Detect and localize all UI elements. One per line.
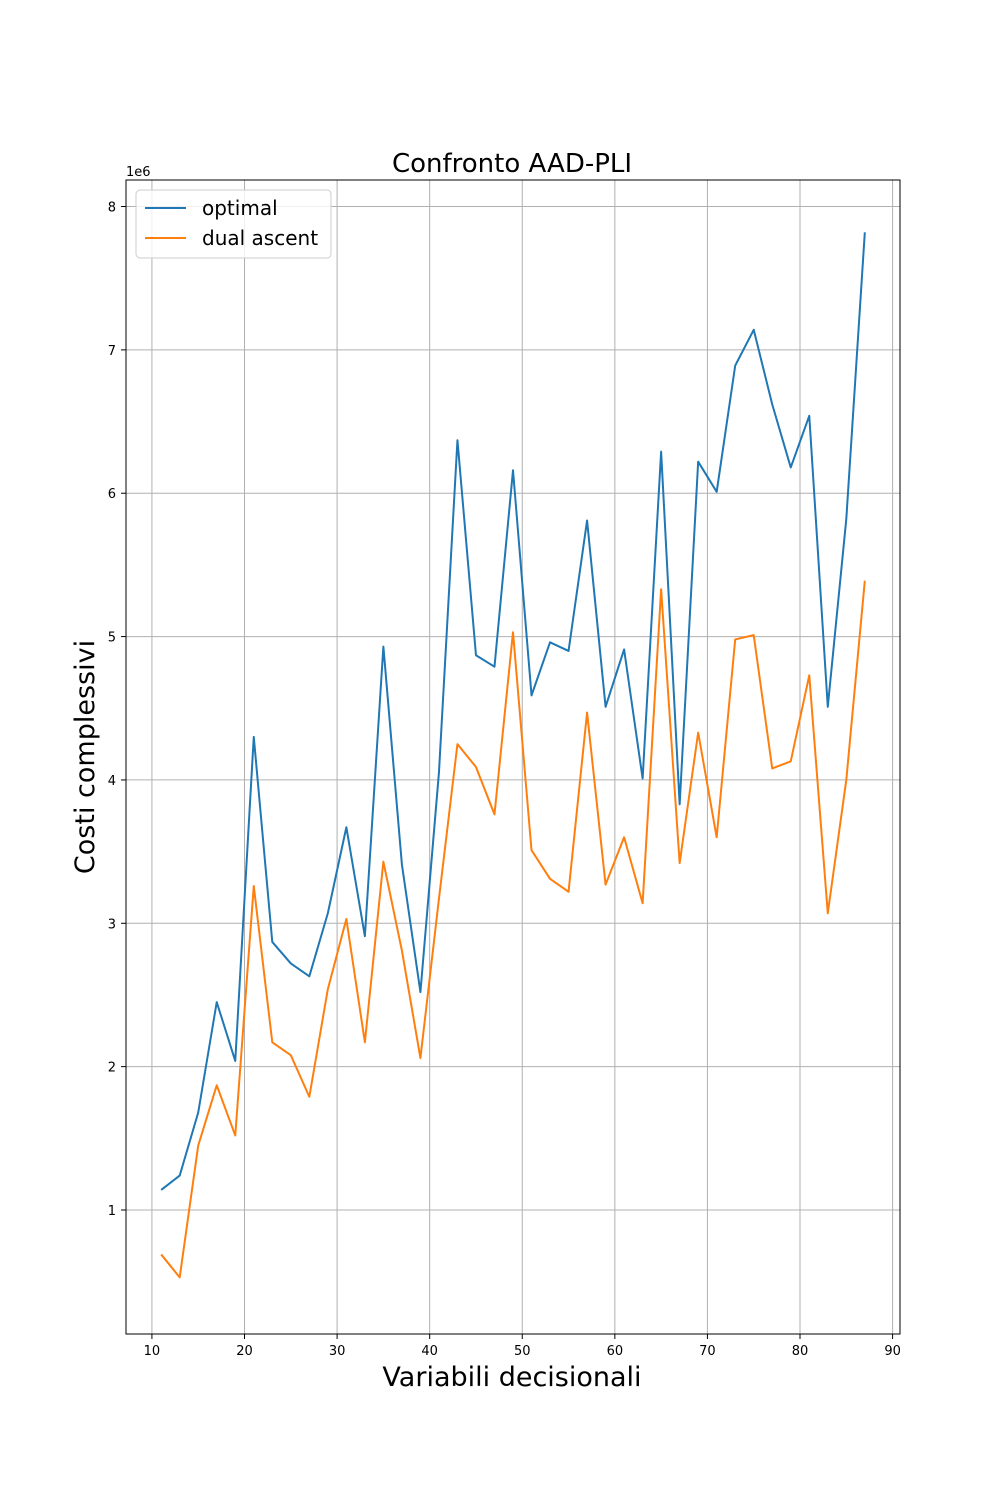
y-tick-label: 3 xyxy=(108,917,116,932)
x-axis: 10 20 30 40 50 60 70 80 90 xyxy=(144,1334,901,1359)
x-tick-label: 20 xyxy=(236,1344,253,1359)
x-tick-label: 40 xyxy=(421,1344,438,1359)
y-axis-label: Costi complessivi xyxy=(70,640,101,874)
series-line-optimal xyxy=(160,232,866,1191)
x-tick-label: 80 xyxy=(792,1344,809,1359)
y-tick-label: 4 xyxy=(108,774,116,789)
series-layer xyxy=(160,232,866,1279)
legend-label-optimal: optimal xyxy=(202,196,278,220)
x-tick-label: 30 xyxy=(329,1344,346,1359)
y-tick-label: 1 xyxy=(108,1204,116,1219)
y-tick-label: 5 xyxy=(108,631,116,646)
y-tick-label: 8 xyxy=(108,201,116,216)
y-tick-label: 2 xyxy=(108,1061,116,1076)
legend: optimal dual ascent xyxy=(135,189,332,259)
y-tick-label: 7 xyxy=(108,344,116,359)
y-axis: 1 2 3 4 5 6 7 8 xyxy=(108,201,126,1219)
x-tick-label: 10 xyxy=(144,1344,161,1359)
x-tick-label: 50 xyxy=(514,1344,531,1359)
legend-label-dual-ascent: dual ascent xyxy=(202,226,318,250)
x-tick-label: 70 xyxy=(699,1344,716,1359)
x-axis-label: Variabili decisionali xyxy=(382,1362,641,1393)
x-tick-label: 90 xyxy=(884,1344,901,1359)
chart-title: Confronto AAD-PLI xyxy=(392,149,632,179)
plot-frame xyxy=(125,179,901,1335)
y-tick-label: 6 xyxy=(108,487,116,502)
x-tick-label: 60 xyxy=(607,1344,624,1359)
y-offset-label: 1e6 xyxy=(126,165,151,180)
series-line-dual-ascent xyxy=(160,580,866,1279)
grid xyxy=(126,180,900,1334)
